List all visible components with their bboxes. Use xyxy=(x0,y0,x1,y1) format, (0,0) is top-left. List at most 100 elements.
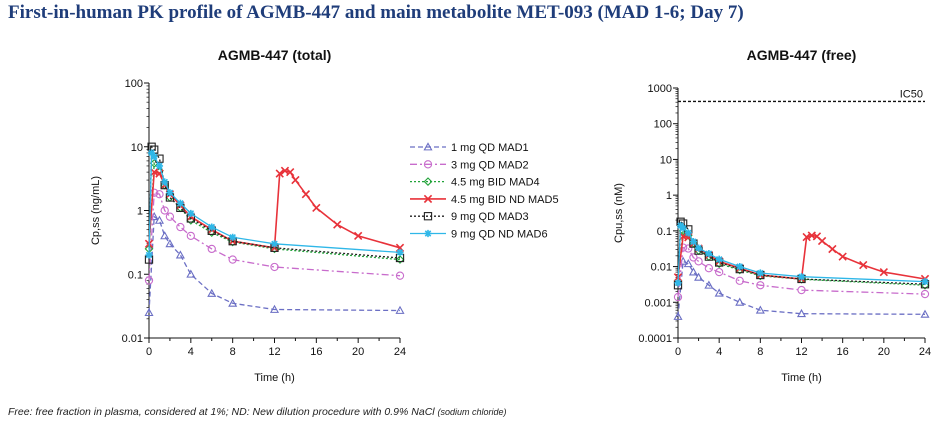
data-point-marker xyxy=(186,269,196,278)
series-9-mg-qd-nd-mad6 xyxy=(674,222,929,287)
x-tick-label: 12 xyxy=(795,346,807,358)
data-point-marker xyxy=(736,262,744,271)
legend-marker xyxy=(423,194,433,204)
data-point-marker xyxy=(395,255,405,264)
data-point-marker xyxy=(161,178,169,186)
legend-item-1-mg-qd-mad1: 1 mg QD MAD1 xyxy=(410,142,529,154)
data-point-marker xyxy=(684,229,692,237)
y-tick-label: 0.01 xyxy=(651,262,672,274)
series-line xyxy=(677,260,926,317)
data-point-marker xyxy=(817,236,827,246)
data-point-marker xyxy=(694,244,703,252)
y-tick-label: 0.01 xyxy=(122,333,143,345)
data-point-marker xyxy=(176,222,185,232)
data-point-marker xyxy=(715,255,723,263)
data-point-marker xyxy=(228,298,238,307)
data-point-marker xyxy=(269,304,280,313)
footnote-main-text: Free: free fraction in plasma, considere… xyxy=(8,406,438,418)
data-point-marker xyxy=(286,167,295,177)
data-point-marker xyxy=(756,269,764,277)
legend: 1 mg QD MAD1 3 mg QD MAD2 4.5 mg BID MAD4 4… xyxy=(410,142,559,241)
series-3-mg-qd-mad2 xyxy=(144,188,405,285)
data-point-marker xyxy=(704,264,714,273)
legend-label: 1 mg QD MAD1 xyxy=(451,142,529,154)
data-point-marker xyxy=(797,285,806,295)
data-point-marker xyxy=(735,297,745,306)
data-point-marker xyxy=(735,276,744,285)
data-point-marker xyxy=(270,240,279,248)
legend-label: 9 mg QD ND MAD6 xyxy=(451,229,548,241)
data-point-marker xyxy=(689,253,698,262)
x-axis-label: Time (h) xyxy=(254,372,295,384)
data-point-marker xyxy=(684,244,693,253)
data-point-marker xyxy=(715,267,724,277)
legend-marker xyxy=(423,212,433,221)
y-tick-label: 1 xyxy=(137,206,143,218)
data-point-marker xyxy=(208,223,216,231)
y-tick-label: 0.0001 xyxy=(638,333,672,345)
data-point-marker xyxy=(802,232,811,242)
footnote: Free: free fraction in plasma, considere… xyxy=(8,406,507,418)
x-tick-label: 24 xyxy=(394,346,406,358)
data-point-marker xyxy=(705,250,713,258)
data-point-marker xyxy=(144,307,154,317)
data-point-marker xyxy=(155,190,164,199)
data-point-marker xyxy=(160,206,169,215)
ic50-label: IC50 xyxy=(900,88,923,100)
data-point-marker xyxy=(396,248,404,257)
legend-item-4-5-mg-bid-nd-mad5: 4.5 mg BID ND MAD5 xyxy=(410,194,559,206)
data-point-marker xyxy=(301,190,311,199)
data-point-marker xyxy=(165,212,175,221)
data-point-marker xyxy=(796,308,807,318)
x-tick-label: 20 xyxy=(352,346,364,358)
data-point-marker xyxy=(144,276,154,285)
data-point-marker xyxy=(145,251,153,259)
data-point-marker xyxy=(679,224,687,232)
data-point-marker xyxy=(689,238,698,246)
y-tick-label: 100 xyxy=(125,78,143,90)
x-tick-label: 0 xyxy=(146,346,152,358)
x-tick-label: 4 xyxy=(716,346,722,358)
legend-label: 3 mg QD MAD2 xyxy=(451,159,529,171)
data-point-marker xyxy=(312,203,321,213)
data-point-marker xyxy=(229,233,237,241)
data-point-marker xyxy=(166,189,174,197)
chart-title: AGMB-447 (free) xyxy=(747,47,857,63)
data-point-marker xyxy=(838,252,847,261)
data-point-marker xyxy=(207,244,216,254)
data-point-marker xyxy=(673,292,683,302)
data-point-marker xyxy=(175,250,185,259)
legend-marker xyxy=(423,160,433,169)
x-tick-label: 8 xyxy=(230,346,236,358)
series-line xyxy=(148,215,401,313)
series-3-mg-qd-mad2 xyxy=(673,243,930,302)
x-tick-label: 8 xyxy=(757,346,763,358)
series-line xyxy=(677,220,926,286)
data-point-marker xyxy=(674,279,682,287)
data-point-marker xyxy=(291,175,300,185)
data-point-marker xyxy=(694,272,704,281)
chart-agmb-447-free: AGMB-447 (free) 0.0001 0.001 0.01 0.1 1 10 100 1… xyxy=(613,47,931,384)
series-9-mg-qd-mad3 xyxy=(673,217,930,290)
legend-item-3-mg-qd-mad2: 3 mg QD MAD2 xyxy=(410,159,529,171)
data-point-marker xyxy=(165,239,175,248)
y-tick-label: 1000 xyxy=(648,83,672,95)
series-1-mg-qd-mad1 xyxy=(673,256,930,320)
data-point-marker xyxy=(354,231,363,241)
data-point-marker xyxy=(714,288,724,297)
chart-title: AGMB-447 (total) xyxy=(218,47,332,63)
legend-item-4-5-mg-bid-mad4: 4.5 mg BID MAD4 xyxy=(410,177,540,189)
legend-item-9-mg-qd-mad3: 9 mg QD MAD3 xyxy=(410,211,529,223)
x-tick-label: 16 xyxy=(310,346,322,358)
data-point-marker xyxy=(187,209,195,218)
y-tick-label: 0.1 xyxy=(128,269,143,281)
x-tick-label: 20 xyxy=(878,346,890,358)
data-point-marker xyxy=(920,289,930,299)
data-point-marker xyxy=(694,257,703,266)
data-point-marker xyxy=(879,267,888,277)
x-tick-label: 12 xyxy=(268,346,280,358)
data-point-marker xyxy=(673,311,683,320)
data-point-marker xyxy=(797,273,806,281)
x-tick-label: 0 xyxy=(675,346,681,358)
